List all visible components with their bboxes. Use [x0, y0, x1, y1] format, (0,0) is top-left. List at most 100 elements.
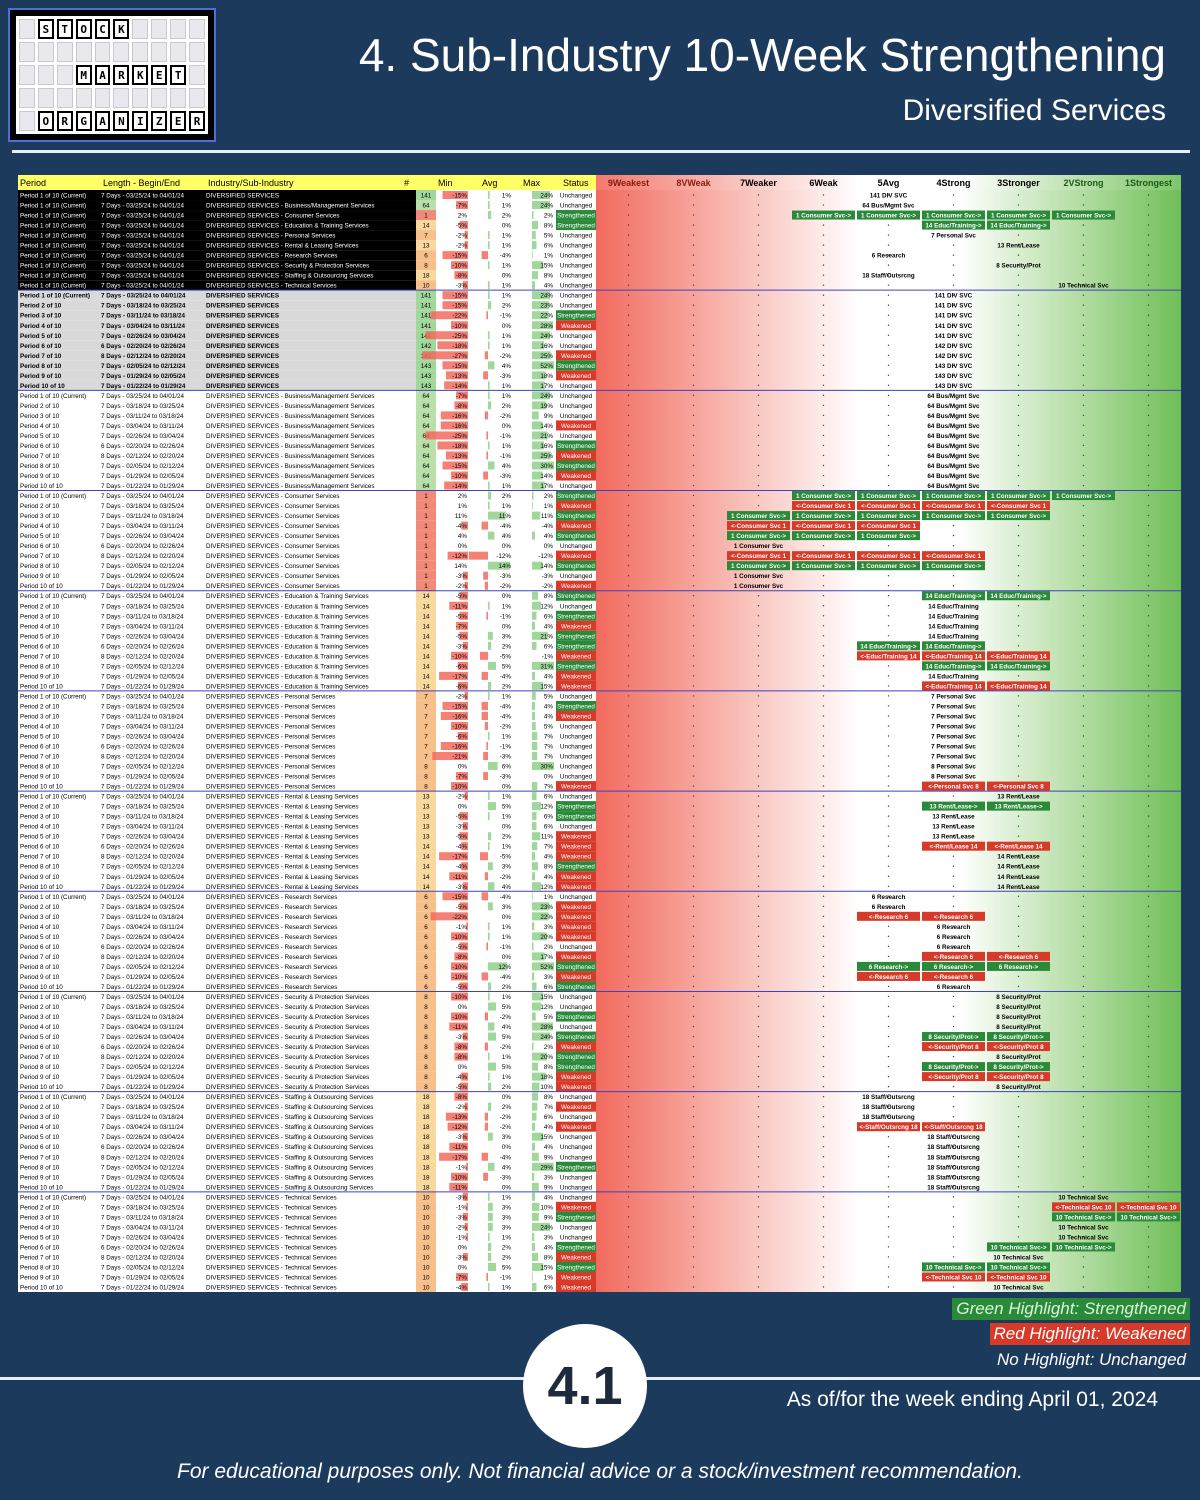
- band-dot: [1082, 274, 1085, 276]
- mark-bg-weakened: [987, 1042, 1050, 1052]
- band-dot: [887, 795, 890, 797]
- summary-row-bg: [18, 260, 416, 271]
- band-mark-label: 6 Research: [872, 894, 906, 901]
- row-max: 14%: [540, 563, 553, 570]
- row-avg: 0%: [502, 784, 512, 791]
- row-count-bg: [416, 1211, 436, 1222]
- row-industry-name: DIVERSIFIED SERVICES: [206, 363, 279, 370]
- min-bar: [459, 631, 468, 640]
- row-avg: 2%: [502, 984, 512, 991]
- min-bar: [459, 982, 468, 991]
- band-dot: [692, 755, 695, 757]
- row-avg: 2%: [502, 643, 512, 650]
- band-dot: [692, 284, 695, 286]
- row-industry-name: DIVERSIFIED SERVICES: [206, 323, 279, 330]
- band-dot: [887, 925, 890, 928]
- row-period: Period 4 of 10: [20, 423, 60, 430]
- row-avg: 1%: [502, 693, 512, 700]
- status-bg-strengthened: [556, 590, 596, 601]
- band-dot: [1082, 1256, 1085, 1258]
- band-dot: [952, 885, 955, 887]
- mark-bg-strengthened: [922, 1032, 985, 1042]
- row-industry-name: DIVERSIFIED SERVICES - Business/Manageme…: [206, 423, 375, 430]
- band-dot: [822, 735, 825, 737]
- row-count: 18: [422, 1154, 430, 1161]
- band-mark-label: 1 Consumer Svc->: [796, 513, 851, 520]
- band-dot: [1017, 915, 1020, 918]
- band-mark-label: 18 Staff/Outsrcng: [862, 1094, 915, 1101]
- band-dot: [1017, 284, 1020, 286]
- band-mark-label: 7 Personal Svc: [931, 233, 976, 240]
- band-dot: [1082, 625, 1085, 627]
- row-count: 10: [422, 1274, 430, 1281]
- band-dot: [822, 294, 825, 296]
- avg-bar: [488, 1212, 493, 1221]
- row-status: Strengthened: [557, 463, 595, 470]
- row-industry-name: DIVERSIFIED SERVICES - Consumer Services: [206, 523, 340, 530]
- band-mark-label: 1 Consumer Svc->: [861, 493, 916, 500]
- band-dot: [822, 1276, 825, 1278]
- row-count-bg: [416, 400, 436, 411]
- avg-bar: [488, 1032, 496, 1041]
- row-count: 10: [422, 1264, 430, 1271]
- row-count-bg: [416, 771, 436, 782]
- band-mark-label: 6 Research: [872, 904, 906, 911]
- band-dot: [822, 474, 825, 477]
- band-dot: [1147, 1146, 1150, 1148]
- band-dot: [757, 885, 760, 887]
- band-dot: [822, 955, 825, 958]
- mark-bg-strengthened: [987, 1262, 1050, 1272]
- min-bar: [464, 1222, 468, 1231]
- row-count: 64: [422, 463, 430, 470]
- row-status: Weakened: [561, 453, 591, 460]
- band-dot: [1017, 775, 1020, 777]
- row-count-bg: [416, 500, 436, 511]
- row-count: 8: [424, 1044, 428, 1051]
- band-dot: [822, 434, 825, 437]
- band-dot: [757, 905, 760, 907]
- band-dot: [1082, 905, 1085, 907]
- row-count: 8: [424, 1074, 428, 1081]
- band-dot: [822, 274, 825, 276]
- row-avg: 0%: [502, 273, 512, 280]
- row-count-bg: [416, 831, 436, 842]
- avg-bar: [488, 962, 508, 971]
- row-min: 0%: [458, 1064, 468, 1071]
- band-dot: [692, 1095, 695, 1098]
- row-period: Period 2 of 10: [20, 703, 60, 710]
- band-dot: [952, 454, 955, 457]
- band-dot: [627, 1226, 630, 1228]
- band-dot: [887, 424, 890, 427]
- max-bar: [532, 802, 541, 811]
- band-dot: [1147, 214, 1150, 216]
- band-dot: [627, 665, 630, 667]
- band-dot: [1082, 1025, 1085, 1028]
- row-status: Weakened: [561, 914, 591, 921]
- avg-bar: [484, 351, 488, 360]
- band-dot: [822, 595, 825, 597]
- row-count: 7: [424, 734, 428, 741]
- band-dot: [627, 935, 630, 938]
- row-length: 7 Days - 02/26/24 to 03/04/24: [101, 533, 184, 540]
- band-dot: [692, 615, 695, 617]
- table-header-label: Max: [523, 178, 541, 188]
- row-industry-name: DIVERSIFIED SERVICES - Staffing & Outsou…: [206, 1144, 373, 1151]
- band-dot: [757, 775, 760, 777]
- band-dot: [1017, 1256, 1020, 1258]
- row-min: -7%: [456, 774, 468, 781]
- band-mark-label: 14 Educ/Training: [928, 603, 979, 610]
- band-dot: [822, 805, 825, 807]
- band-mark-label: 64 Bus/Mgmt Svc: [927, 393, 980, 400]
- status-bg-strengthened: [556, 530, 596, 541]
- row-status: Weakened: [561, 1204, 591, 1211]
- logo-blank-cell: [189, 42, 205, 62]
- band-dot: [757, 404, 760, 407]
- band-dot: [822, 444, 825, 447]
- max-bar: [532, 1122, 535, 1131]
- band-dot: [822, 1136, 825, 1138]
- row-count-bg: [416, 190, 436, 201]
- row-avg: 0%: [502, 423, 512, 430]
- row-period: Period 5 of 10: [20, 734, 60, 741]
- row-status: Strengthened: [557, 1014, 595, 1021]
- row-min: -3%: [456, 824, 468, 831]
